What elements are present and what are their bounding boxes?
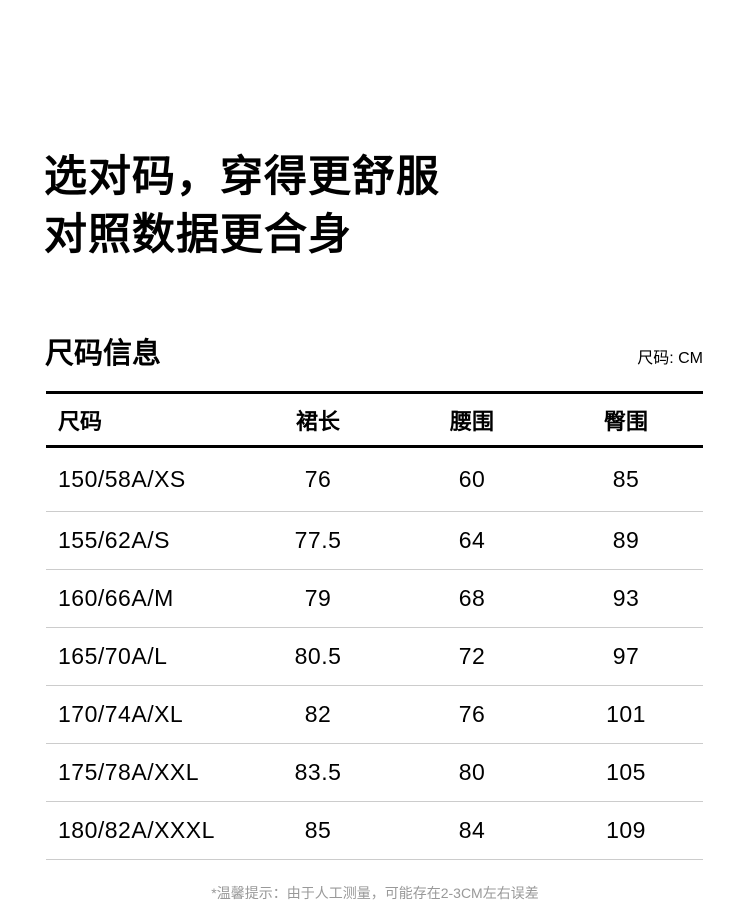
column-header-hip: 臀围 [603,408,648,434]
waist-cell: 68 [458,585,486,611]
hip-cell: 93 [612,585,640,611]
table-row: 165/70A/L 80.5 72 97 [46,628,703,686]
hip-cell: 109 [606,817,646,843]
size-table: 尺码 裙长 腰围 臀围 150/58A/XS 76 60 85 155/62A/… [46,391,703,860]
hip-cell: 101 [606,701,646,727]
headline-line1: 选对码，穿得更舒服 [44,153,440,201]
length-cell: 83.5 [294,759,342,785]
headline: 选对码，穿得更舒服 对照数据更合身 [44,148,440,264]
size-cell: 155/62A/S [58,527,170,553]
size-cell: 150/58A/XS [58,466,186,492]
length-cell: 85 [304,817,332,843]
length-cell: 79 [304,585,332,611]
size-cell: 175/78A/XXL [58,759,200,785]
measurement-disclaimer: *温馨提示：由于人工测量，可能存在2-3CM左右误差 [211,885,539,901]
waist-cell: 64 [458,527,486,553]
section-head: 尺码信息 尺码: CM [45,337,703,371]
hip-cell: 89 [612,527,640,553]
waist-cell: 72 [458,643,486,669]
size-cell: 180/82A/XXXL [58,817,215,843]
size-cell: 165/70A/L [58,643,168,669]
unit-label: 尺码: CM [637,350,703,367]
headline-line2: 对照数据更合身 [44,211,352,259]
hip-cell: 85 [612,466,640,492]
size-cell: 160/66A/M [58,585,174,611]
waist-cell: 60 [458,466,486,492]
length-cell: 76 [304,466,332,492]
table-row: 155/62A/S 77.5 64 89 [46,512,703,570]
waist-cell: 76 [458,701,486,727]
table-row: 150/58A/XS 76 60 85 [46,447,703,512]
length-cell: 77.5 [294,527,342,553]
section-title: 尺码信息 [45,338,162,370]
hip-cell: 97 [612,643,640,669]
hip-cell: 105 [606,759,646,785]
size-cell: 170/74A/XL [58,701,184,727]
table-row: 175/78A/XXL 83.5 80 105 [46,744,703,802]
table-row: 160/66A/M 79 68 93 [46,570,703,628]
column-header-size: 尺码 [58,408,103,434]
length-cell: 82 [304,701,332,727]
table-header-row: 尺码 裙长 腰围 臀围 [46,392,703,447]
column-header-waist: 腰围 [449,408,494,434]
table-row: 170/74A/XL 82 76 101 [46,686,703,744]
column-header-length: 裙长 [295,408,340,434]
waist-cell: 84 [458,817,486,843]
waist-cell: 80 [458,759,486,785]
table-row: 180/82A/XXXL 85 84 109 [46,802,703,860]
length-cell: 80.5 [294,643,342,669]
